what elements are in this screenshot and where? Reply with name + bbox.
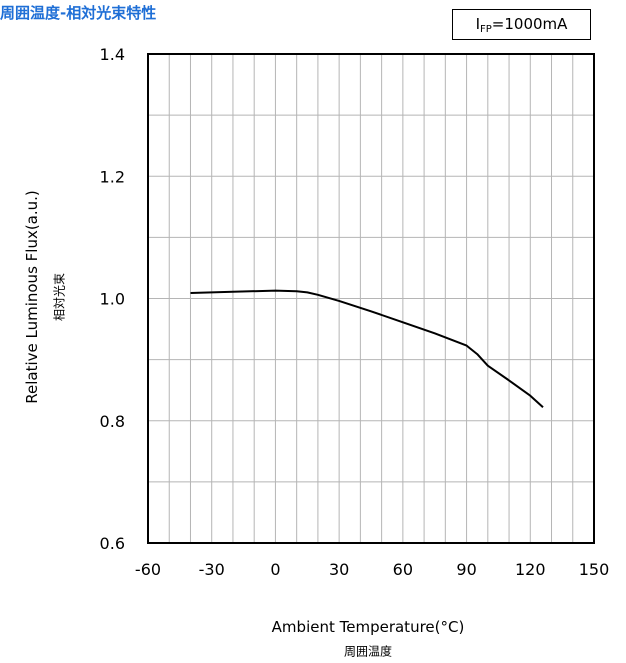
x-tick-label: 120 [515,560,546,579]
x-tick-label: -60 [135,560,161,579]
x-axis-label: Ambient Temperature(°C) [271,618,465,636]
legend-box: IFP=1000mA [452,9,591,40]
x-axis-label-sub: 周囲温度 [343,644,393,659]
x-tick-label: 0 [270,560,280,579]
series-group [190,289,544,409]
series-line [190,289,544,409]
tick-labels: -60 -30 0 30 60 90 120 150 0.6 0.8 1.0 1.2 1.4 [100,45,610,579]
y-tick-label: 1.0 [100,290,125,309]
plot-frame [147,53,595,544]
x-tick-label: 60 [393,560,413,579]
x-tick-label: 30 [329,560,349,579]
y-tick-label: 0.8 [100,412,125,431]
y-tick-label: 1.2 [100,167,125,186]
chart-title: 周囲温度-相対光束特性 [0,4,157,22]
x-tick-label: -30 [199,560,225,579]
y-tick-label: 0.6 [100,534,125,553]
x-tick-label: 150 [579,560,610,579]
grid [148,54,594,543]
x-tick-label: 90 [456,560,476,579]
y-tick-label: 1.4 [100,45,125,64]
legend-label: IFP=1000mA [475,14,568,35]
